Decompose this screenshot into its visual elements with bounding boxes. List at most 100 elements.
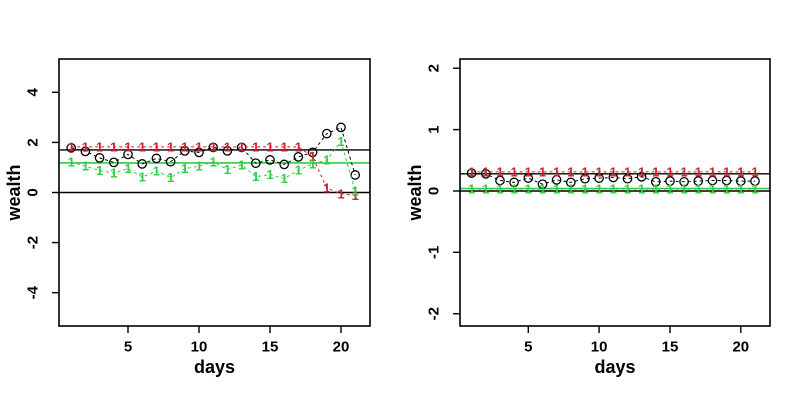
wealth-circles-marker [151,153,162,164]
wealth-circles-marker [165,156,176,167]
wealth-circles-marker [523,173,534,183]
x-tick-label: 10 [191,339,208,356]
green-ones-marker: 1 [195,159,202,174]
green-ones-marker: 1 [666,182,673,197]
y-tick-label: 2 [25,138,42,146]
green-ones-marker: 1 [482,182,489,197]
y-tick-label: -2 [25,236,42,249]
wealth-circles-marker [679,176,689,187]
y-tick-label: 4 [25,87,42,96]
red-ones-marker: 1 [181,139,188,154]
green-ones-marker: 1 [581,182,588,197]
green-ones-marker: 1 [352,184,359,199]
wealth-circles-marker [137,159,148,169]
green-ones-marker: 1 [510,182,517,197]
wealth-circles-marker [594,173,604,183]
green-ones-marker: 1 [266,167,273,182]
wealth-circles-marker [123,149,133,160]
red-ones-marker: 1 [666,164,673,179]
x-tick-label: 15 [262,339,279,356]
green-ones-marker: 1 [153,164,160,179]
wealth-circles-marker [466,168,477,179]
green-ones-marker: 1 [252,169,259,184]
red-ones-marker: 1 [295,139,302,154]
wealth-circles-marker [108,157,119,168]
green-ones-marker: 1 [337,134,344,149]
green-ones-marker: 1 [210,154,217,169]
red-ones-marker: 1 [709,164,716,179]
y-tick-label: -1 [426,246,443,259]
red-ones-marker: 1 [695,164,702,179]
red-ones-marker: 1 [153,139,160,154]
wealth-circles-marker [650,176,661,187]
green-ones-marker: 1 [709,182,716,197]
green-ones-marker: 1 [652,182,659,197]
y-tick-label: 0 [426,187,443,195]
red-ones-marker: 1 [110,139,117,154]
wealth-circles-marker [495,175,505,186]
x-axis-label: days [194,357,235,377]
wealth-circles-marker [179,146,190,156]
red-ones-marker: 1 [266,139,273,154]
green-ones-marker: 1 [224,162,231,177]
wealth-circles-marker [250,158,261,169]
wealth-circles-marker [565,177,576,188]
red-ones-marker: 1 [751,164,758,179]
green-ones-marker: 1 [309,157,316,172]
left-plot: 1 1 1 1 1 1 1 1 1 1 1 1 1 1 1 1 111 1 11 1 1 1 11 1 11 1 11 11 1 11 1 1… [4,58,371,377]
red-ones-marker: 1 [124,139,131,154]
red-ones-marker: 1 [737,164,744,179]
green-ones-marker: 1 [238,157,245,172]
y-tick-label: -2 [426,307,443,320]
wealth-circles-marker [735,176,746,186]
green-ones-marker: 1 [139,170,146,185]
plot-box [459,58,771,327]
green-ones-marker: 1 [610,182,617,197]
x-tick-label: 15 [662,339,679,356]
wealth-circles-marker [66,143,77,153]
wealth-circles-marker [707,175,718,186]
wealth-circles-marker [551,175,562,185]
x-tick-label: 5 [124,339,132,356]
red-ones-marker: 1 [96,139,103,154]
green-ones-marker: 1 [595,182,602,197]
green-ones-marker: 1 [96,163,103,178]
x-tick-label: 5 [524,339,532,356]
red-ones-marker: 1 [252,139,259,154]
y-tick-label: -4 [25,285,42,299]
green-ones-line [71,140,356,192]
red-ones-marker: 1 [595,164,602,179]
red-ones-marker: 1 [652,164,659,179]
green-ones-marker: 1 [68,154,75,169]
wealth-circles-marker [608,172,619,183]
wealth-circles-marker [580,173,590,184]
red-ones-marker: 1 [638,164,645,179]
wealth-circles-line [71,126,356,176]
red-ones-marker: 1 [680,164,687,179]
wealth-circles-marker [350,170,361,180]
red-ones-marker: 1 [468,164,475,179]
red-ones-marker: 1 [210,139,217,154]
red-ones-marker: 1 [224,139,231,154]
wealth-circles-marker [622,173,633,184]
red-ones-marker: 1 [525,164,532,179]
red-ones-marker: 1 [238,139,245,154]
green-ones-marker: 1 [82,159,89,174]
wealth-circles-marker [509,177,519,188]
wealth-circles-marker [693,176,704,186]
red-ones-marker: 1 [82,139,89,154]
green-ones-marker: 1 [110,166,117,181]
green-ones-marker: 1 [539,182,546,197]
y-tick-label: 1 [426,125,443,133]
green-ones-marker: 1 [181,161,188,176]
green-ones-marker: 1 [323,152,330,167]
x-axis-label: days [594,357,635,377]
wealth-circles-marker [721,175,732,186]
red-ones-marker: 1 [281,139,288,154]
wealth-circles-marker [336,122,346,133]
green-ones-marker: 1 [737,182,744,197]
y-axis-label: wealth [4,164,24,221]
wealth-circles-marker [537,179,548,190]
